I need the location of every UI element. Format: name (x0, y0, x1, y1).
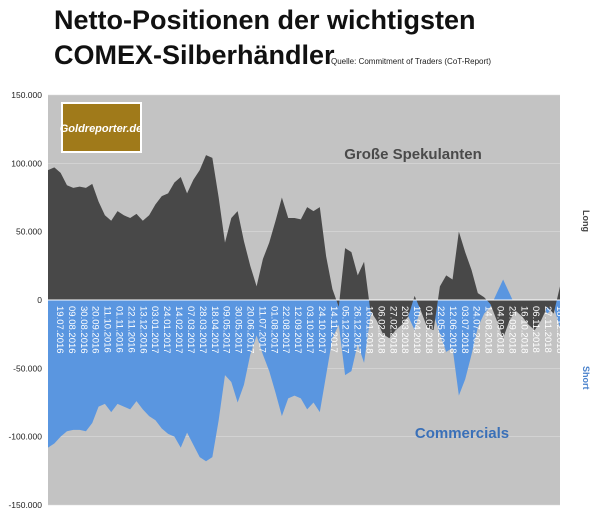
x-tick-label: 20.03.2018 (399, 306, 410, 354)
x-tick-label: 01.05.2018 (423, 306, 434, 354)
legend-label-grosse-spekulanten: Große Spekulanten (344, 146, 482, 163)
series-area-commercials (48, 279, 560, 462)
y-axis-ticks: 150.000 100.000 50.000 0 -50.000 -100.000 -150… (8, 90, 42, 510)
x-tick-label: 24.10.2017 (316, 306, 327, 354)
chart-title-line1: Netto-Positionen der wichtigsten (54, 5, 476, 35)
y-tick-label: 150.000 (11, 90, 42, 100)
x-tick-label: 11.10.2016 (102, 306, 113, 353)
x-tick-label: 30.05.2017 (233, 306, 244, 354)
x-tick-label: 14.11.2017 (328, 306, 339, 353)
y-tick-label: -100.000 (8, 432, 42, 442)
x-tick-label: 28.03.2017 (197, 306, 208, 354)
x-tick-label: 22.08.2017 (280, 306, 291, 354)
chart-title-line2: COMEX-Silberhändler (54, 40, 335, 70)
x-tick-label: 01.08.2017 (268, 306, 279, 354)
x-tick-label: 14.08.2018 (483, 306, 494, 354)
source-note: Quelle: Commitment of Traders (CoT-Repor… (331, 57, 492, 66)
x-tick-label: 25.09.2018 (506, 306, 517, 354)
logo-background (61, 102, 142, 153)
series-area-grosse-spekulanten (48, 155, 560, 339)
x-tick-label: 20.09.2016 (90, 306, 101, 354)
x-tick-label: 09.08.2016 (66, 306, 77, 354)
x-tick-label: 11.07.2017 (256, 306, 267, 353)
x-tick-label: 06.02.2018 (375, 306, 386, 354)
x-tick-label: 03.01.2017 (149, 306, 160, 354)
y-tick-label: 100.000 (11, 158, 42, 168)
x-tick-label: 12.06.2018 (447, 306, 458, 354)
logo: Goldreporter.de (60, 102, 143, 153)
x-tick-label: 30.08.2016 (78, 306, 89, 354)
x-tick-label: 18.12.2018 (554, 306, 565, 354)
legend-label-commercials: Commercials (415, 425, 509, 442)
side-label-long: Long (581, 210, 591, 232)
x-tick-label: 09.05.2017 (221, 306, 232, 354)
x-tick-label: 04.09.2018 (495, 306, 506, 354)
y-tick-label: 0 (37, 295, 42, 305)
x-tick-label: 27.02.2018 (387, 306, 398, 354)
x-tick-label: 16.10.2018 (518, 306, 529, 354)
x-tick-label: 27.11.2018 (542, 306, 553, 353)
x-tick-label: 12.09.2017 (292, 306, 303, 354)
x-tick-label: 24.01.2017 (161, 306, 172, 354)
x-tick-label: 26.12.2017 (352, 306, 363, 354)
y-tick-label: 50.000 (16, 227, 42, 237)
x-tick-label: 16.01.2018 (364, 306, 375, 354)
x-tick-label: 10.04.2018 (411, 306, 422, 354)
x-tick-label: 03.10.2017 (304, 306, 315, 354)
x-tick-label: 07.03.2017 (185, 306, 196, 354)
x-tick-label: 14.02.2017 (173, 306, 184, 354)
x-tick-label: 06.11.2018 (530, 306, 541, 353)
x-tick-label: 22.05.2018 (435, 306, 446, 354)
x-axis-ticks: 19.07.2016 09.08.2016 30.08.2016 20.09.2016… (54, 306, 565, 354)
y-tick-label: -150.000 (8, 500, 42, 510)
x-tick-label: 03.07.2018 (459, 306, 470, 354)
side-label-short: Short (581, 366, 591, 390)
x-tick-label: 20.06.2017 (245, 306, 256, 354)
x-tick-label: 19.07.2016 (54, 306, 65, 354)
x-tick-label: 05.12.2017 (340, 306, 351, 354)
x-tick-label: 22.11.2016 (125, 306, 136, 353)
x-tick-label: 24.07.2018 (471, 306, 482, 354)
x-tick-label: 13.12.2016 (137, 306, 148, 354)
logo-text: Goldreporter.de (60, 123, 143, 135)
x-tick-label: 18.04.2017 (209, 306, 220, 354)
y-tick-label: -50.000 (13, 363, 42, 373)
x-tick-label: 01.11.2016 (114, 306, 125, 353)
